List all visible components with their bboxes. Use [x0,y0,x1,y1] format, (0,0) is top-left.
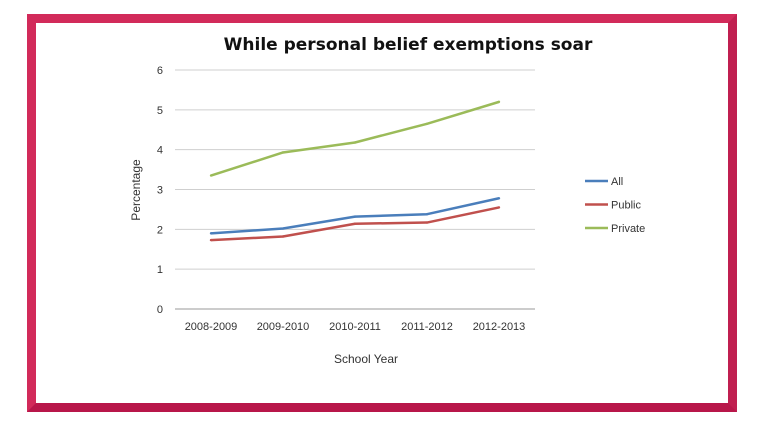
y-tick-label: 5 [157,105,163,117]
y-tick-label: 1 [157,264,163,276]
data-point-private [281,151,285,154]
y-axis-ticks: 0 1 2 3 4 5 6 [157,65,163,316]
x-axis-ticks: 2008-2009 2009-2010 2010-2011 2011-2012 2012… [185,321,526,333]
x-tick-label: 2008-2009 [185,321,238,333]
data-point-all [281,227,285,230]
data-point-all [497,197,501,200]
series-line-private [210,100,500,177]
y-tick-label: 3 [157,185,163,197]
chart-title: While personal belief exemptions soar [224,35,593,55]
y-axis-title: Percentage [129,159,143,221]
chart-frame [27,14,737,412]
data-point-public [425,221,429,224]
x-tick-label: 2012-2013 [473,321,526,333]
legend-label-all: All [611,176,623,188]
data-point-private [209,174,213,177]
data-point-all [353,215,357,218]
legend-label-private: Private [611,223,645,235]
data-point-public [281,235,285,238]
grid [175,69,535,270]
y-tick-label: 2 [157,224,163,236]
x-tick-label: 2010-2011 [329,321,381,333]
y-tick-label: 6 [157,65,163,77]
data-point-public [353,222,357,225]
data-point-public [209,238,213,242]
data-point-all [425,212,429,216]
y-tick-label: 0 [157,304,163,316]
x-axis-title: School Year [334,352,398,366]
data-point-public [497,206,501,209]
legend-label-public: Public [611,200,641,212]
x-tick-label: 2011-2012 [401,321,453,333]
data-point-private [497,100,501,104]
y-tick-label: 4 [157,145,163,157]
data-point-private [353,141,357,144]
legend: All Public Private [585,176,645,235]
x-tick-label: 2009-2010 [257,321,310,333]
data-point-all [209,232,213,235]
series-lines [209,100,501,242]
data-point-private [425,122,429,125]
